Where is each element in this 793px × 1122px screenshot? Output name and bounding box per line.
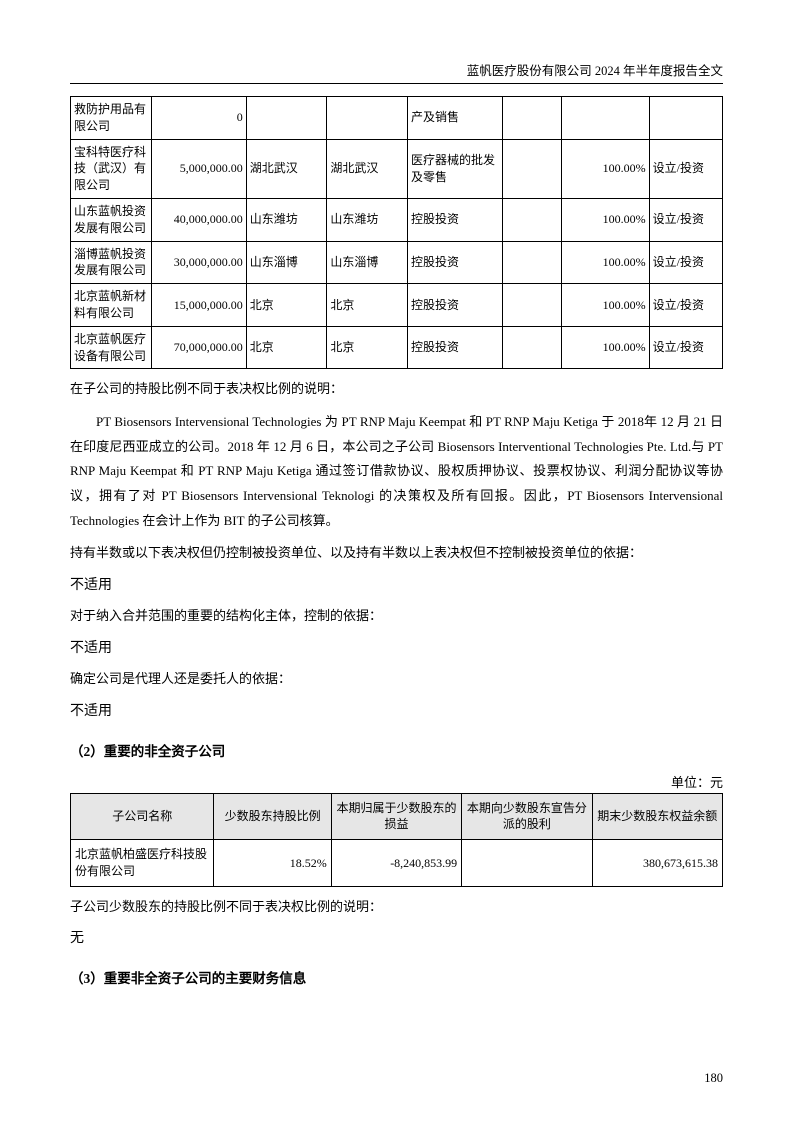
t2-c4: 380,673,615.38 [592, 840, 722, 887]
t2-h0: 子公司名称 [71, 793, 214, 840]
cell: 设立/投资 [649, 139, 722, 198]
cell: 北京蓝帆医疗设备有限公司 [71, 326, 152, 369]
cell [503, 139, 562, 198]
table-row: 救防护用品有限公司0 产及销售 [71, 97, 723, 140]
cell: 宝科特医疗科技（武汉）有限公司 [71, 139, 152, 198]
t2-c3 [462, 840, 592, 887]
page-header: 蓝帆医疗股份有限公司 2024 年半年度报告全文 [70, 60, 723, 84]
t2-c1: 18.52% [214, 840, 331, 887]
cell [503, 284, 562, 327]
section-2-title: （2）重要的非全资子公司 [70, 740, 723, 760]
note-minority-diff: 子公司少数股东的持股比例不同于表决权比例的说明： [70, 895, 723, 920]
section-3-title: （3）重要非全资子公司的主要财务信息 [70, 967, 723, 987]
cell [327, 97, 408, 140]
cell: 控股投资 [407, 241, 502, 284]
page-number: 180 [704, 1071, 723, 1086]
cell: 北京 [246, 326, 327, 369]
note-agent-principal: 确定公司是代理人还是委托人的依据： [70, 667, 723, 692]
cell: 设立/投资 [649, 284, 722, 327]
table-row: 北京蓝帆医疗设备有限公司70,000,000.00北京北京控股投资100.00%… [71, 326, 723, 369]
cell: 山东潍坊 [246, 198, 327, 241]
cell: 100.00% [561, 198, 649, 241]
cell: 设立/投资 [649, 326, 722, 369]
cell: 北京蓝帆新材料有限公司 [71, 284, 152, 327]
cell: 设立/投资 [649, 198, 722, 241]
cell [246, 97, 327, 140]
table-row: 山东蓝帆投资发展有限公司40,000,000.00山东潍坊山东潍坊控股投资100… [71, 198, 723, 241]
cell: 山东潍坊 [327, 198, 408, 241]
cell: 湖北武汉 [246, 139, 327, 198]
cell: 山东淄博 [327, 241, 408, 284]
cell: 100.00% [561, 241, 649, 284]
t2-h2: 本期归属于少数股东的损益 [331, 793, 461, 840]
cell: 湖北武汉 [327, 139, 408, 198]
note-structured-entities: 对于纳入合并范围的重要的结构化主体，控制的依据： [70, 604, 723, 629]
t2-c0: 北京蓝帆柏盛医疗科技股份有限公司 [71, 840, 214, 887]
cell: 山东蓝帆投资发展有限公司 [71, 198, 152, 241]
t2-h3: 本期向少数股东宣告分派的股利 [462, 793, 592, 840]
table-row: 北京蓝帆新材料有限公司15,000,000.00北京北京控股投资100.00%设… [71, 284, 723, 327]
cell: 救防护用品有限公司 [71, 97, 152, 140]
cell: 30,000,000.00 [151, 241, 246, 284]
cell: 70,000,000.00 [151, 326, 246, 369]
subsidiaries-table: 救防护用品有限公司0产及销售宝科特医疗科技（武汉）有限公司5,000,000.0… [70, 96, 723, 369]
t2-h4: 期末少数股东权益余额 [592, 793, 722, 840]
cell [503, 198, 562, 241]
cell [503, 241, 562, 284]
table-row: 宝科特医疗科技（武汉）有限公司5,000,000.00湖北武汉湖北武汉医疗器械的… [71, 139, 723, 198]
cell: 北京 [327, 326, 408, 369]
cell [561, 97, 649, 140]
cell: 5,000,000.00 [151, 139, 246, 198]
cell: 产及销售 [407, 97, 502, 140]
cell: 0 [151, 97, 246, 140]
cell [503, 97, 562, 140]
table-row: 北京蓝帆柏盛医疗科技股份有限公司 18.52% -8,240,853.99 38… [71, 840, 723, 887]
cell: 控股投资 [407, 198, 502, 241]
na-2: 不适用 [70, 637, 723, 657]
note-ownership-diff: 在子公司的持股比例不同于表决权比例的说明： [70, 377, 723, 402]
unit-label: 单位：元 [70, 772, 723, 791]
cell: 15,000,000.00 [151, 284, 246, 327]
cell: 山东淄博 [246, 241, 327, 284]
cell: 设立/投资 [649, 241, 722, 284]
cell: 北京 [327, 284, 408, 327]
cell [503, 326, 562, 369]
cell [649, 97, 722, 140]
t2-c2: -8,240,853.99 [331, 840, 461, 887]
cell: 控股投资 [407, 326, 502, 369]
na-1: 不适用 [70, 574, 723, 594]
cell: 100.00% [561, 284, 649, 327]
cell: 100.00% [561, 326, 649, 369]
note-control-basis: 持有半数或以下表决权但仍控制被投资单位、以及持有半数以上表决权但不控制被投资单位… [70, 541, 723, 566]
cell: 40,000,000.00 [151, 198, 246, 241]
cell: 医疗器械的批发及零售 [407, 139, 502, 198]
t2-h1: 少数股东持股比例 [214, 793, 331, 840]
cell: 淄博蓝帆投资发展有限公司 [71, 241, 152, 284]
cell: 100.00% [561, 139, 649, 198]
none-label: 无 [70, 927, 723, 947]
minority-interest-table: 子公司名称 少数股东持股比例 本期归属于少数股东的损益 本期向少数股东宣告分派的… [70, 793, 723, 887]
cell: 控股投资 [407, 284, 502, 327]
na-3: 不适用 [70, 700, 723, 720]
biosensors-paragraph: PT Biosensors Intervensional Technologie… [70, 410, 723, 533]
table-row: 淄博蓝帆投资发展有限公司30,000,000.00山东淄博山东淄博控股投资100… [71, 241, 723, 284]
cell: 北京 [246, 284, 327, 327]
